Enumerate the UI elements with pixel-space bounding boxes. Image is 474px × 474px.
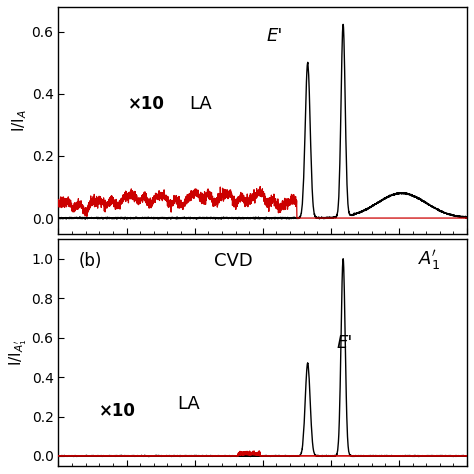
Text: (b): (b) (79, 252, 102, 270)
Y-axis label: I/I$_{A_1^{\prime}}$: I/I$_{A_1^{\prime}}$ (7, 338, 29, 366)
Y-axis label: I/I$_{A}$: I/I$_{A}$ (10, 109, 29, 132)
Text: ×10: ×10 (128, 95, 165, 113)
Text: LA: LA (189, 95, 212, 113)
Text: ×10: ×10 (99, 402, 136, 420)
Text: E': E' (336, 334, 353, 352)
Text: LA: LA (177, 395, 200, 413)
Text: A$_1^{\prime}$: A$_1^{\prime}$ (418, 248, 440, 272)
Text: E': E' (267, 27, 283, 45)
Text: CVD: CVD (214, 252, 253, 270)
